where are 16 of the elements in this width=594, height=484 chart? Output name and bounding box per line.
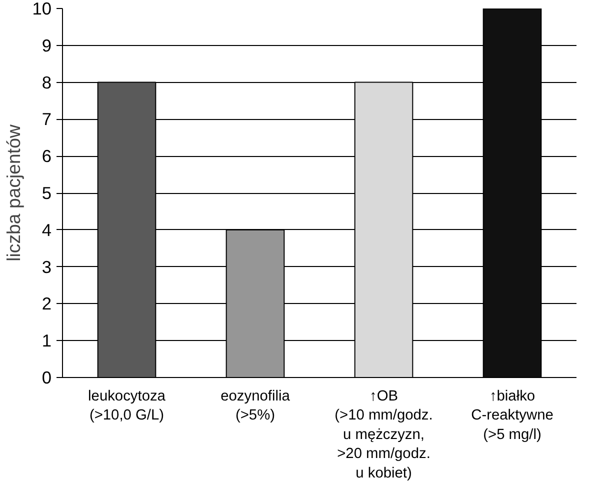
y-tick-label: 6	[42, 146, 52, 166]
y-axis-title: liczba pacjentów	[3, 124, 24, 262]
y-tick-label: 10	[32, 0, 52, 18]
y-tick-label: 3	[42, 256, 52, 277]
y-tick-label: 4	[42, 220, 52, 240]
y-tick-label: 7	[42, 109, 52, 130]
y-tick-label: 2	[42, 294, 52, 314]
x-tick-label: ↑białko C-reaktywne (>5 mg/l)	[471, 388, 554, 443]
x-tick-label: leukocytoza (>10,0 G/L)	[88, 388, 166, 424]
x-tick-label: eozynofilia (>5%)	[220, 388, 291, 424]
y-tick-label: 1	[42, 330, 52, 351]
y-tick-label: 5	[42, 183, 52, 203]
y-tick-label: 9	[42, 35, 52, 56]
y-tick-label: 8	[42, 72, 52, 92]
x-tick-label: ↑OB (>10 mm/godz. u mężczyzn, >20 mm/godz. u kobiet)	[334, 388, 433, 482]
y-tick-label: 0	[42, 368, 52, 388]
